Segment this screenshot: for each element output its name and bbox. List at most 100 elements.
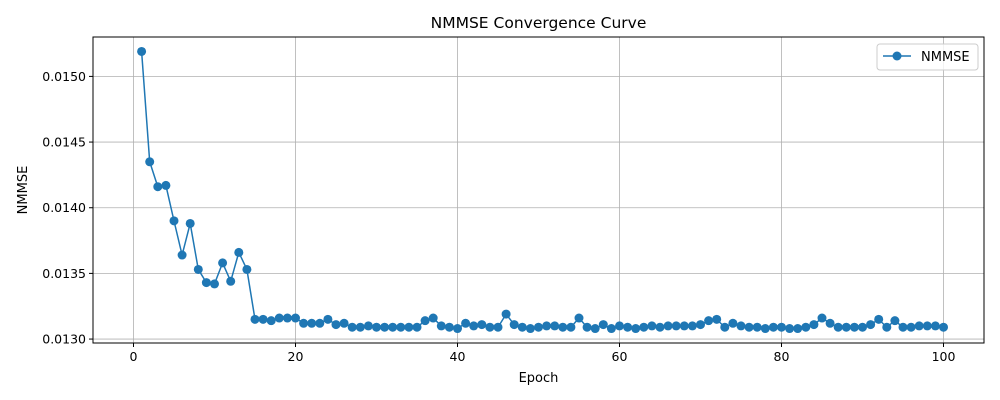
data-point (542, 321, 552, 331)
data-point (234, 247, 244, 257)
data-point (485, 322, 495, 332)
data-point (874, 314, 884, 324)
data-point (274, 313, 284, 323)
data-point (615, 321, 624, 331)
data-point (671, 321, 681, 331)
data-point (517, 322, 527, 332)
data-point (201, 278, 211, 288)
data-point (752, 322, 762, 332)
x-tick-label: 80 (774, 349, 790, 364)
data-point (347, 322, 357, 332)
data-point (939, 322, 948, 332)
data-point (323, 314, 333, 324)
data-point (866, 320, 876, 330)
data-point (193, 264, 203, 274)
data-point (817, 313, 827, 323)
legend-label: NMMSE (921, 50, 970, 65)
data-point (566, 322, 576, 332)
data-point (631, 324, 641, 334)
x-tick-label: 100 (932, 349, 956, 364)
data-point (898, 322, 908, 332)
data-point (785, 324, 795, 334)
data-point (793, 324, 803, 334)
data-point (598, 320, 608, 330)
data-point (623, 322, 633, 332)
data-point (890, 316, 900, 326)
data-point (825, 318, 835, 328)
data-point (841, 322, 851, 332)
data-point (331, 320, 341, 330)
data-point (809, 320, 819, 330)
data-point (169, 216, 179, 226)
data-point (914, 321, 924, 331)
y-tick-label: 0.0135 (42, 266, 86, 281)
data-point (461, 318, 471, 328)
data-point (282, 313, 292, 323)
grid (93, 37, 984, 343)
data-point (477, 320, 487, 330)
data-point (712, 314, 722, 324)
data-point (858, 322, 867, 332)
data-point (558, 322, 568, 332)
data-point (744, 322, 754, 332)
data-point (299, 318, 309, 328)
data-point (161, 180, 171, 190)
data-point (177, 250, 187, 260)
data-point (550, 321, 560, 331)
plot-frame (92, 36, 985, 344)
data-point (153, 182, 163, 192)
data-point (720, 322, 730, 332)
data-point (833, 322, 843, 332)
data-point (453, 324, 462, 334)
data-point (663, 321, 673, 331)
legend-marker-swatch (892, 51, 902, 61)
data-point (493, 322, 503, 332)
data-point (372, 322, 381, 332)
data-point (679, 321, 689, 331)
data-point (436, 321, 446, 331)
data-point (647, 321, 657, 331)
data-point (355, 322, 365, 332)
data-point (444, 322, 454, 332)
data-point (428, 313, 438, 323)
x-tick-label: 40 (450, 349, 466, 364)
y-axis-label: NMMSE (16, 166, 31, 215)
data-point (380, 322, 390, 332)
data-point (736, 321, 746, 331)
data-point (291, 313, 300, 323)
data-point (639, 322, 649, 332)
data-point (768, 322, 778, 332)
data-point (590, 324, 600, 334)
data-point (760, 324, 770, 334)
data-point (226, 276, 236, 286)
data-point (396, 322, 406, 332)
data-point (307, 318, 317, 328)
data-point (145, 157, 155, 167)
series-layer (137, 46, 948, 334)
data-point (266, 316, 276, 326)
data-point (525, 324, 535, 334)
data-point (704, 316, 714, 326)
data-point (420, 316, 430, 326)
data-point (882, 322, 892, 332)
data-point (250, 314, 260, 324)
x-axis-label: Epoch (519, 371, 559, 386)
data-point (469, 321, 479, 331)
chart-title: NMMSE Convergence Curve (431, 14, 647, 32)
data-point (696, 320, 705, 330)
data-point (501, 309, 511, 319)
data-point (339, 318, 349, 328)
data-point (315, 318, 325, 328)
data-point (655, 322, 665, 332)
data-point (218, 258, 228, 268)
data-point (534, 322, 543, 332)
x-tick-label: 0 (130, 349, 138, 364)
data-point (728, 318, 738, 328)
data-point (574, 313, 584, 323)
data-point (388, 322, 398, 332)
data-point (185, 218, 195, 228)
data-point (582, 322, 592, 332)
data-point (606, 324, 616, 334)
